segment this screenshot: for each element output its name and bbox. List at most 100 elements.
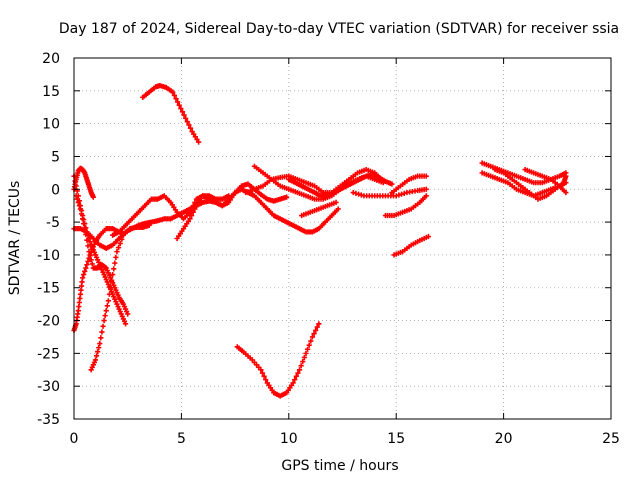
data-point xyxy=(300,358,306,365)
y-tick-label: 5 xyxy=(51,149,60,165)
data-point xyxy=(284,194,290,200)
y-axis-label: SDTVAR / TECUs xyxy=(7,181,23,296)
data-point xyxy=(298,363,304,369)
data-point xyxy=(563,189,569,196)
series-arc-22 xyxy=(522,166,569,196)
data-point xyxy=(192,134,198,140)
data-point xyxy=(83,265,89,271)
data-point xyxy=(82,268,88,274)
series-arc-21 xyxy=(492,166,569,202)
data-point xyxy=(309,334,316,340)
data-point xyxy=(81,272,87,278)
data-point xyxy=(304,346,311,352)
data-point xyxy=(292,377,298,383)
data-point xyxy=(333,199,339,205)
data-point xyxy=(423,193,429,199)
series-arc-8 xyxy=(71,186,341,251)
data-point xyxy=(173,96,179,102)
plot-area-border xyxy=(73,57,612,420)
data-point xyxy=(293,373,299,379)
data-point xyxy=(92,357,99,363)
data-point xyxy=(97,340,103,347)
data-point xyxy=(170,89,176,95)
data-point xyxy=(303,350,309,356)
series-arc-2 xyxy=(234,321,322,399)
data-point xyxy=(111,266,117,272)
data-point xyxy=(398,191,405,197)
y-tick-label: 20 xyxy=(42,51,60,67)
data-point xyxy=(78,211,85,217)
chart-title: Day 187 of 2024, Sidereal Day-to-day VTE… xyxy=(59,21,619,37)
data-point xyxy=(316,321,322,327)
series-arc-17 xyxy=(389,173,429,196)
data-point xyxy=(84,262,90,268)
data-point xyxy=(87,253,93,259)
data-point xyxy=(308,338,314,344)
y-tick-label: -15 xyxy=(37,281,60,297)
data-point xyxy=(425,233,432,240)
data-point xyxy=(311,331,317,337)
x-tick-label: 20 xyxy=(495,431,513,447)
data-point xyxy=(105,298,111,304)
data-point xyxy=(191,131,197,137)
data-point xyxy=(89,261,95,267)
data-point xyxy=(179,109,186,115)
data-point xyxy=(76,203,82,209)
series-arc-9 xyxy=(110,181,290,238)
data-point xyxy=(98,335,104,341)
data-point xyxy=(335,206,341,212)
data-point xyxy=(423,186,429,192)
data-point xyxy=(112,260,118,266)
x-tick-label: 25 xyxy=(602,431,620,447)
data-point xyxy=(314,324,320,330)
data-point xyxy=(423,173,429,179)
data-point xyxy=(301,354,307,361)
data-point xyxy=(122,321,129,327)
data-point xyxy=(259,370,266,376)
series-arc-15 xyxy=(350,186,429,199)
data-point xyxy=(84,237,90,243)
data-point xyxy=(85,243,91,249)
data-point xyxy=(401,190,407,196)
x-tick-label: 15 xyxy=(387,431,405,447)
series-arc-14 xyxy=(299,199,339,219)
data-point xyxy=(195,139,202,145)
x-axis-tick-labels: 0 5 10 15 20 25 xyxy=(70,431,620,447)
data-series xyxy=(71,82,569,399)
data-point xyxy=(389,181,395,187)
data-point xyxy=(186,122,192,128)
data-point xyxy=(356,191,362,197)
y-axis-tick-labels: -35 -30 -25 -20 -15 -10 -5 0 5 10 15 20 xyxy=(37,51,60,428)
y-tick-label: 0 xyxy=(51,182,60,198)
data-point xyxy=(95,349,101,355)
data-point xyxy=(86,249,92,255)
data-point xyxy=(290,380,296,386)
y-tick-label: -35 xyxy=(37,412,60,428)
series-arc-10 xyxy=(174,193,232,242)
data-point xyxy=(183,115,189,121)
data-point xyxy=(189,212,195,219)
x-axis-label: GPS time / hours xyxy=(281,458,398,474)
data-point xyxy=(563,173,569,179)
data-point xyxy=(81,221,87,227)
data-point xyxy=(113,254,119,260)
data-point xyxy=(74,196,80,202)
data-point xyxy=(101,317,107,324)
data-point xyxy=(258,367,264,373)
data-point xyxy=(295,370,301,376)
data-point xyxy=(358,192,364,198)
series-arc-18 xyxy=(391,233,432,258)
data-point xyxy=(184,119,190,125)
data-point xyxy=(77,206,84,212)
data-point xyxy=(176,102,182,108)
data-point xyxy=(194,136,200,142)
data-point xyxy=(187,216,193,222)
data-point xyxy=(187,125,194,131)
data-point xyxy=(115,244,122,251)
data-point xyxy=(306,342,312,348)
series-arc-16 xyxy=(382,193,429,219)
x-tick-label: 10 xyxy=(280,431,298,447)
y-tick-label: -25 xyxy=(37,346,60,362)
